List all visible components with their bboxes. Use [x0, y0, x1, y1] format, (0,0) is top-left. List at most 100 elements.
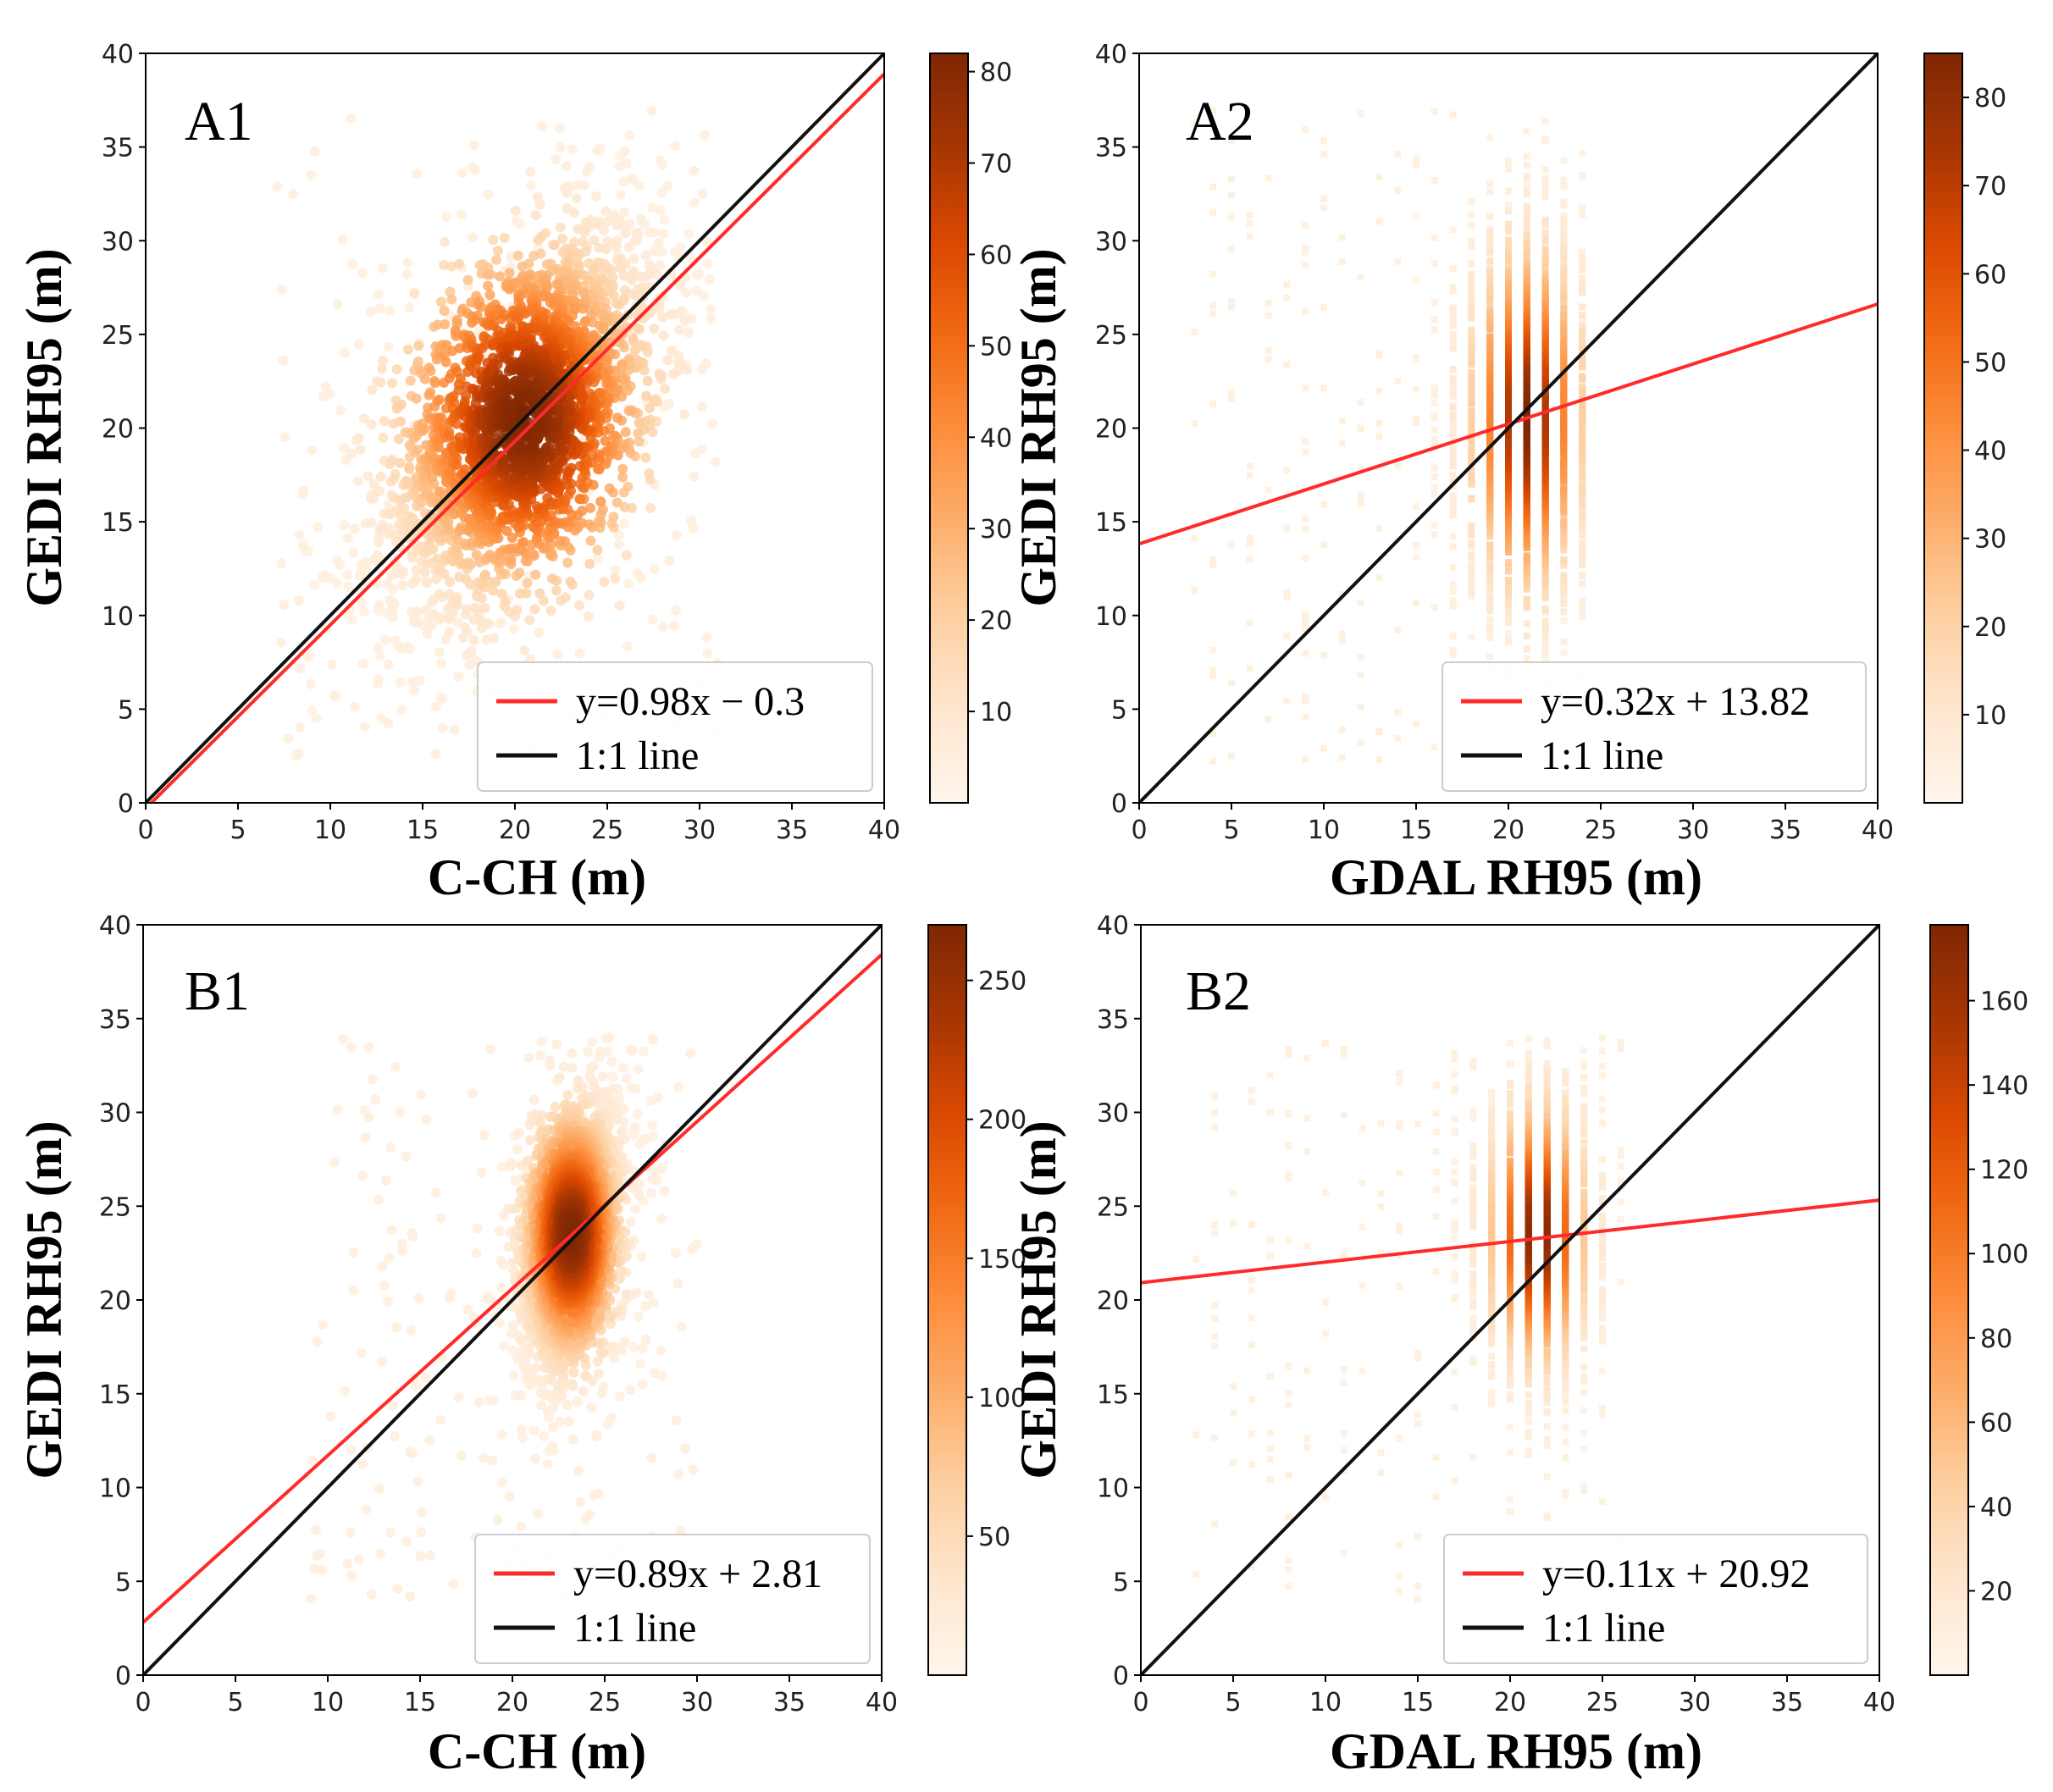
density-point [619, 228, 630, 239]
density-point [1486, 188, 1494, 196]
density-point [1541, 287, 1549, 295]
density-point [706, 313, 717, 324]
density-point [1283, 294, 1291, 301]
x-tick-label: 40 [868, 816, 900, 845]
density-point [1486, 415, 1494, 423]
density-point [1486, 616, 1494, 623]
density-point [425, 387, 436, 398]
density-point [696, 363, 707, 374]
density-point [446, 294, 457, 305]
density-point [1449, 381, 1457, 389]
density-point [1430, 326, 1438, 334]
density-point [489, 633, 500, 644]
density-point [1338, 637, 1346, 644]
density-point [348, 547, 359, 558]
density-point [673, 357, 684, 368]
density-point [356, 596, 367, 607]
density-point [1523, 191, 1530, 198]
density-point [1449, 345, 1457, 352]
density-point [1505, 187, 1512, 195]
density-point [592, 146, 603, 157]
density-point [1394, 378, 1402, 385]
density-point [483, 280, 494, 291]
density-point [1486, 213, 1494, 220]
density-point [1302, 693, 1309, 700]
x-tick-label: 35 [776, 816, 808, 845]
density-point [1486, 634, 1494, 642]
density-point [1579, 322, 1586, 329]
density-point [1505, 600, 1512, 607]
density-point [1338, 726, 1346, 733]
density-point [1486, 602, 1494, 610]
density-point [1523, 219, 1530, 227]
density-point [1486, 568, 1494, 576]
density-point [1357, 599, 1364, 606]
density-point [617, 463, 628, 474]
density-point [1449, 336, 1457, 344]
density-point [484, 290, 495, 301]
density-point [1560, 597, 1568, 605]
density-point [1486, 239, 1494, 246]
density-point [1523, 182, 1530, 190]
density-point [1523, 532, 1530, 539]
density-point [1430, 604, 1438, 611]
density-point [439, 306, 450, 317]
density-point [654, 303, 665, 314]
density-point [387, 611, 398, 622]
density-point [1246, 534, 1253, 542]
density-point [510, 543, 521, 554]
density-point [492, 246, 503, 257]
density-point [1486, 623, 1494, 631]
density-point [1449, 450, 1457, 457]
density-point [1449, 111, 1457, 119]
density-point [1430, 531, 1438, 539]
density-point [1579, 524, 1586, 532]
density-point [1523, 620, 1530, 628]
density-point [1505, 607, 1512, 615]
density-point [608, 512, 619, 523]
density-point [629, 345, 640, 356]
density-point [366, 419, 377, 430]
density-point [1468, 361, 1475, 368]
density-point [453, 384, 464, 395]
density-point [1486, 308, 1494, 316]
density-point [305, 678, 316, 689]
density-point [422, 578, 433, 589]
density-point [436, 658, 447, 669]
density-point [1468, 400, 1475, 407]
density-point [365, 307, 376, 318]
density-point [1468, 419, 1475, 427]
density-point [374, 532, 385, 543]
density-point [1523, 235, 1530, 243]
density-point [1302, 611, 1309, 618]
density-point [1430, 426, 1438, 434]
density-point [1560, 561, 1568, 569]
density-point [1486, 533, 1494, 540]
density-point [1302, 515, 1309, 523]
density-point [1338, 630, 1346, 638]
density-point [467, 162, 478, 173]
density-point [490, 576, 501, 587]
density-point [683, 229, 694, 240]
density-point [529, 604, 540, 615]
density-point [1523, 632, 1530, 639]
density-point [468, 635, 479, 646]
density-point [623, 241, 634, 252]
density-point [1486, 541, 1494, 549]
density-point [1413, 502, 1419, 510]
density-point [1264, 174, 1272, 182]
density-point [444, 627, 455, 638]
density-point [1449, 322, 1457, 329]
density-point [1449, 387, 1457, 395]
density-point [1523, 595, 1530, 603]
density-point [377, 363, 388, 374]
density-point [1541, 592, 1549, 600]
density-point [512, 250, 523, 261]
density-point [451, 330, 462, 341]
density-point [683, 327, 694, 338]
density-point [1505, 326, 1512, 334]
y-axis-title: GEDI RH95 (m) [16, 248, 72, 606]
density-point [1413, 720, 1419, 727]
